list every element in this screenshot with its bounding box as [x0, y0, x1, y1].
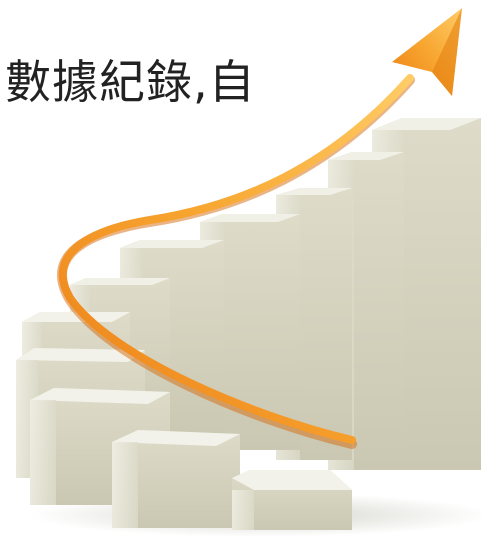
step-2 [232, 470, 352, 530]
headline-text: 數據紀錄,自 [5, 55, 256, 109]
step-3 [112, 430, 240, 528]
rising-arrow [57, 8, 462, 449]
